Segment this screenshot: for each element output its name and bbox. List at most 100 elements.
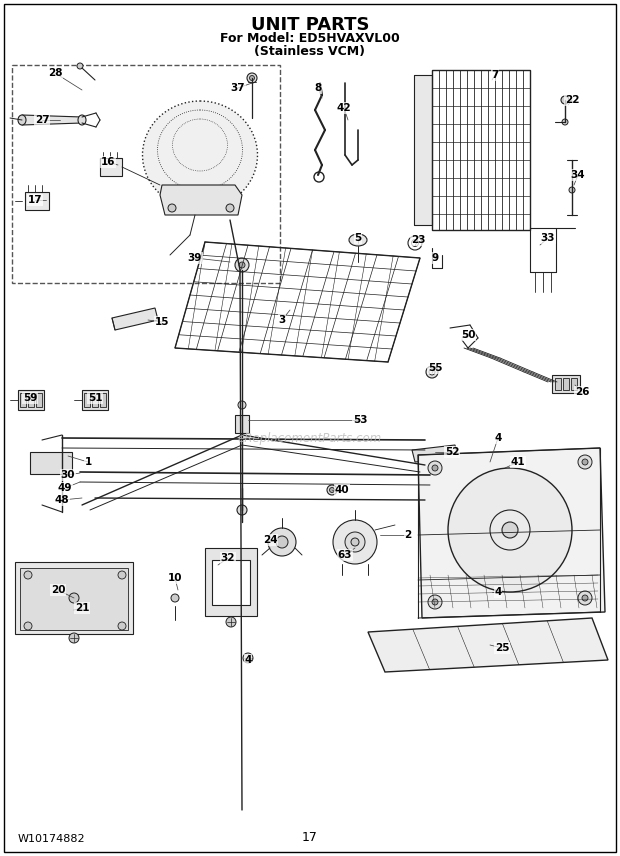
Bar [18, 390, 44, 410]
Bar [20, 568, 128, 630]
Bar [36, 393, 42, 407]
Text: 15: 15 [155, 317, 169, 327]
Ellipse shape [143, 101, 257, 209]
Circle shape [428, 595, 442, 609]
Text: 7: 7 [491, 70, 498, 80]
Circle shape [238, 401, 246, 409]
Text: 4: 4 [494, 587, 502, 597]
Circle shape [243, 653, 253, 663]
Text: 24: 24 [263, 535, 277, 545]
Circle shape [237, 505, 247, 515]
Text: 53: 53 [353, 415, 367, 425]
Text: 34: 34 [570, 170, 585, 180]
Text: 42: 42 [337, 103, 352, 113]
Circle shape [24, 622, 32, 630]
Circle shape [247, 73, 257, 83]
Text: 41: 41 [511, 457, 525, 467]
Bar [30, 452, 72, 474]
Circle shape [168, 204, 176, 212]
Circle shape [432, 465, 438, 471]
Text: 20: 20 [51, 585, 65, 595]
Text: 48: 48 [55, 495, 69, 505]
Bar [432, 70, 530, 230]
Circle shape [118, 571, 126, 579]
Circle shape [235, 258, 249, 272]
Text: 33: 33 [541, 233, 556, 243]
Text: 26: 26 [575, 387, 589, 397]
Circle shape [329, 488, 335, 492]
Circle shape [428, 461, 442, 475]
Circle shape [249, 75, 254, 80]
Text: 23: 23 [410, 235, 425, 245]
Text: 21: 21 [75, 603, 89, 613]
Polygon shape [112, 308, 158, 330]
Polygon shape [160, 185, 242, 215]
Text: 2: 2 [404, 530, 412, 540]
Text: UNIT PARTS: UNIT PARTS [250, 16, 370, 34]
Circle shape [69, 593, 79, 603]
Text: 9: 9 [432, 253, 438, 263]
Bar [552, 375, 580, 393]
Circle shape [226, 617, 236, 627]
Circle shape [118, 622, 126, 630]
Circle shape [569, 187, 575, 193]
Ellipse shape [78, 115, 86, 125]
Text: 51: 51 [88, 393, 102, 403]
Circle shape [426, 366, 438, 378]
Text: 17: 17 [302, 831, 318, 844]
Text: W10174882: W10174882 [18, 834, 86, 844]
Circle shape [226, 204, 234, 212]
Text: 50: 50 [461, 330, 476, 340]
Ellipse shape [349, 234, 367, 246]
Bar [563, 378, 569, 390]
Circle shape [333, 520, 377, 564]
Text: 28: 28 [48, 68, 62, 78]
Bar [84, 393, 90, 407]
Circle shape [77, 63, 83, 69]
Circle shape [171, 594, 179, 602]
Bar [100, 393, 106, 407]
Bar [20, 393, 26, 407]
Text: 10: 10 [168, 573, 182, 583]
Text: For Model: ED5HVAXVL00: For Model: ED5HVAXVL00 [220, 32, 400, 45]
Text: (Stainless VCM): (Stainless VCM) [254, 45, 366, 58]
Circle shape [345, 532, 365, 552]
Circle shape [502, 522, 518, 538]
Bar [235, 415, 249, 433]
Bar [414, 75, 432, 225]
Text: 17: 17 [28, 195, 42, 205]
Text: 4: 4 [494, 433, 502, 443]
Text: 52: 52 [445, 447, 459, 457]
Text: 1: 1 [84, 457, 92, 467]
Circle shape [69, 633, 79, 643]
Bar [15, 562, 133, 634]
Text: 8: 8 [314, 83, 322, 93]
Text: 22: 22 [565, 95, 579, 105]
Text: 49: 49 [58, 483, 73, 493]
Bar [205, 548, 257, 616]
Polygon shape [368, 618, 608, 672]
Circle shape [351, 538, 359, 546]
Circle shape [276, 536, 288, 548]
Bar [82, 390, 108, 410]
Circle shape [24, 571, 32, 579]
Circle shape [562, 119, 568, 125]
Polygon shape [412, 445, 458, 462]
Bar [12, 65, 280, 283]
Circle shape [432, 599, 438, 605]
Text: 37: 37 [231, 83, 246, 93]
Polygon shape [418, 448, 605, 618]
Text: 27: 27 [35, 115, 50, 125]
Ellipse shape [18, 115, 26, 125]
Circle shape [561, 96, 569, 104]
Bar [571, 378, 577, 390]
Circle shape [578, 591, 592, 605]
Text: 5: 5 [355, 233, 361, 243]
Text: 39: 39 [188, 253, 202, 263]
Bar [555, 378, 561, 390]
Circle shape [582, 595, 588, 601]
Text: 3: 3 [278, 315, 286, 325]
Text: 32: 32 [221, 553, 235, 563]
Circle shape [578, 455, 592, 469]
Circle shape [582, 459, 588, 465]
